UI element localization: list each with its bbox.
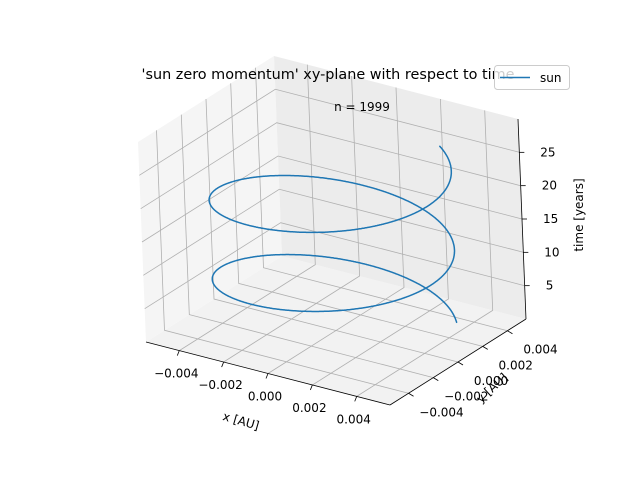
y-tick-label: 0.004 <box>523 343 557 357</box>
legend-label-sun: sun <box>540 71 561 85</box>
annotation-n: n = 1999 <box>334 100 390 114</box>
legend-frame <box>494 65 570 90</box>
z-gridline <box>139 88 520 176</box>
z-gridline <box>141 155 523 243</box>
x-tick-label: −0.004 <box>154 367 198 381</box>
x-tick-label: 0.002 <box>292 401 326 415</box>
y-tick <box>482 346 488 350</box>
z-tick-label: 5 <box>546 279 554 293</box>
z-tick-label: 20 <box>542 179 557 193</box>
z-axis-label: time [years] <box>572 178 586 251</box>
z-gridline <box>143 188 524 276</box>
y-tick <box>408 392 414 397</box>
x-tick-label: 0.000 <box>248 390 282 404</box>
x-tick <box>309 384 313 391</box>
x-tick-label: −0.002 <box>198 378 242 392</box>
x-tick <box>265 373 269 379</box>
y-tick-label: −0.004 <box>419 405 463 419</box>
series-line-sun <box>208 145 458 324</box>
y-tick-label: −0.002 <box>444 390 488 404</box>
z-tick-label: 25 <box>540 145 555 159</box>
legend: sun <box>494 65 570 90</box>
tick-marks: −0.004−0.0020.0000.0020.004−0.004−0.0020… <box>154 145 559 426</box>
x-tick <box>354 396 358 402</box>
grid-lines <box>139 64 525 397</box>
y-tick-label: 0.002 <box>499 358 533 372</box>
series-curves <box>208 145 458 324</box>
z-tick-label: 10 <box>544 245 559 259</box>
x-axis-label: x [AU] <box>221 409 261 433</box>
z-tick-label: 15 <box>543 212 558 226</box>
x-tick-label: 0.004 <box>337 412 371 426</box>
chart-title: 'sun zero momentum' xy-plane with respec… <box>142 67 515 83</box>
y-tick-label: 0.000 <box>474 374 508 388</box>
x-tick <box>221 361 225 368</box>
x-tick <box>176 350 180 356</box>
y-tick <box>433 377 439 381</box>
z-gridline <box>140 122 521 210</box>
z-gridline <box>144 222 525 310</box>
y-tick <box>457 361 464 366</box>
y-tick <box>507 330 513 335</box>
axis-panes <box>138 56 526 405</box>
